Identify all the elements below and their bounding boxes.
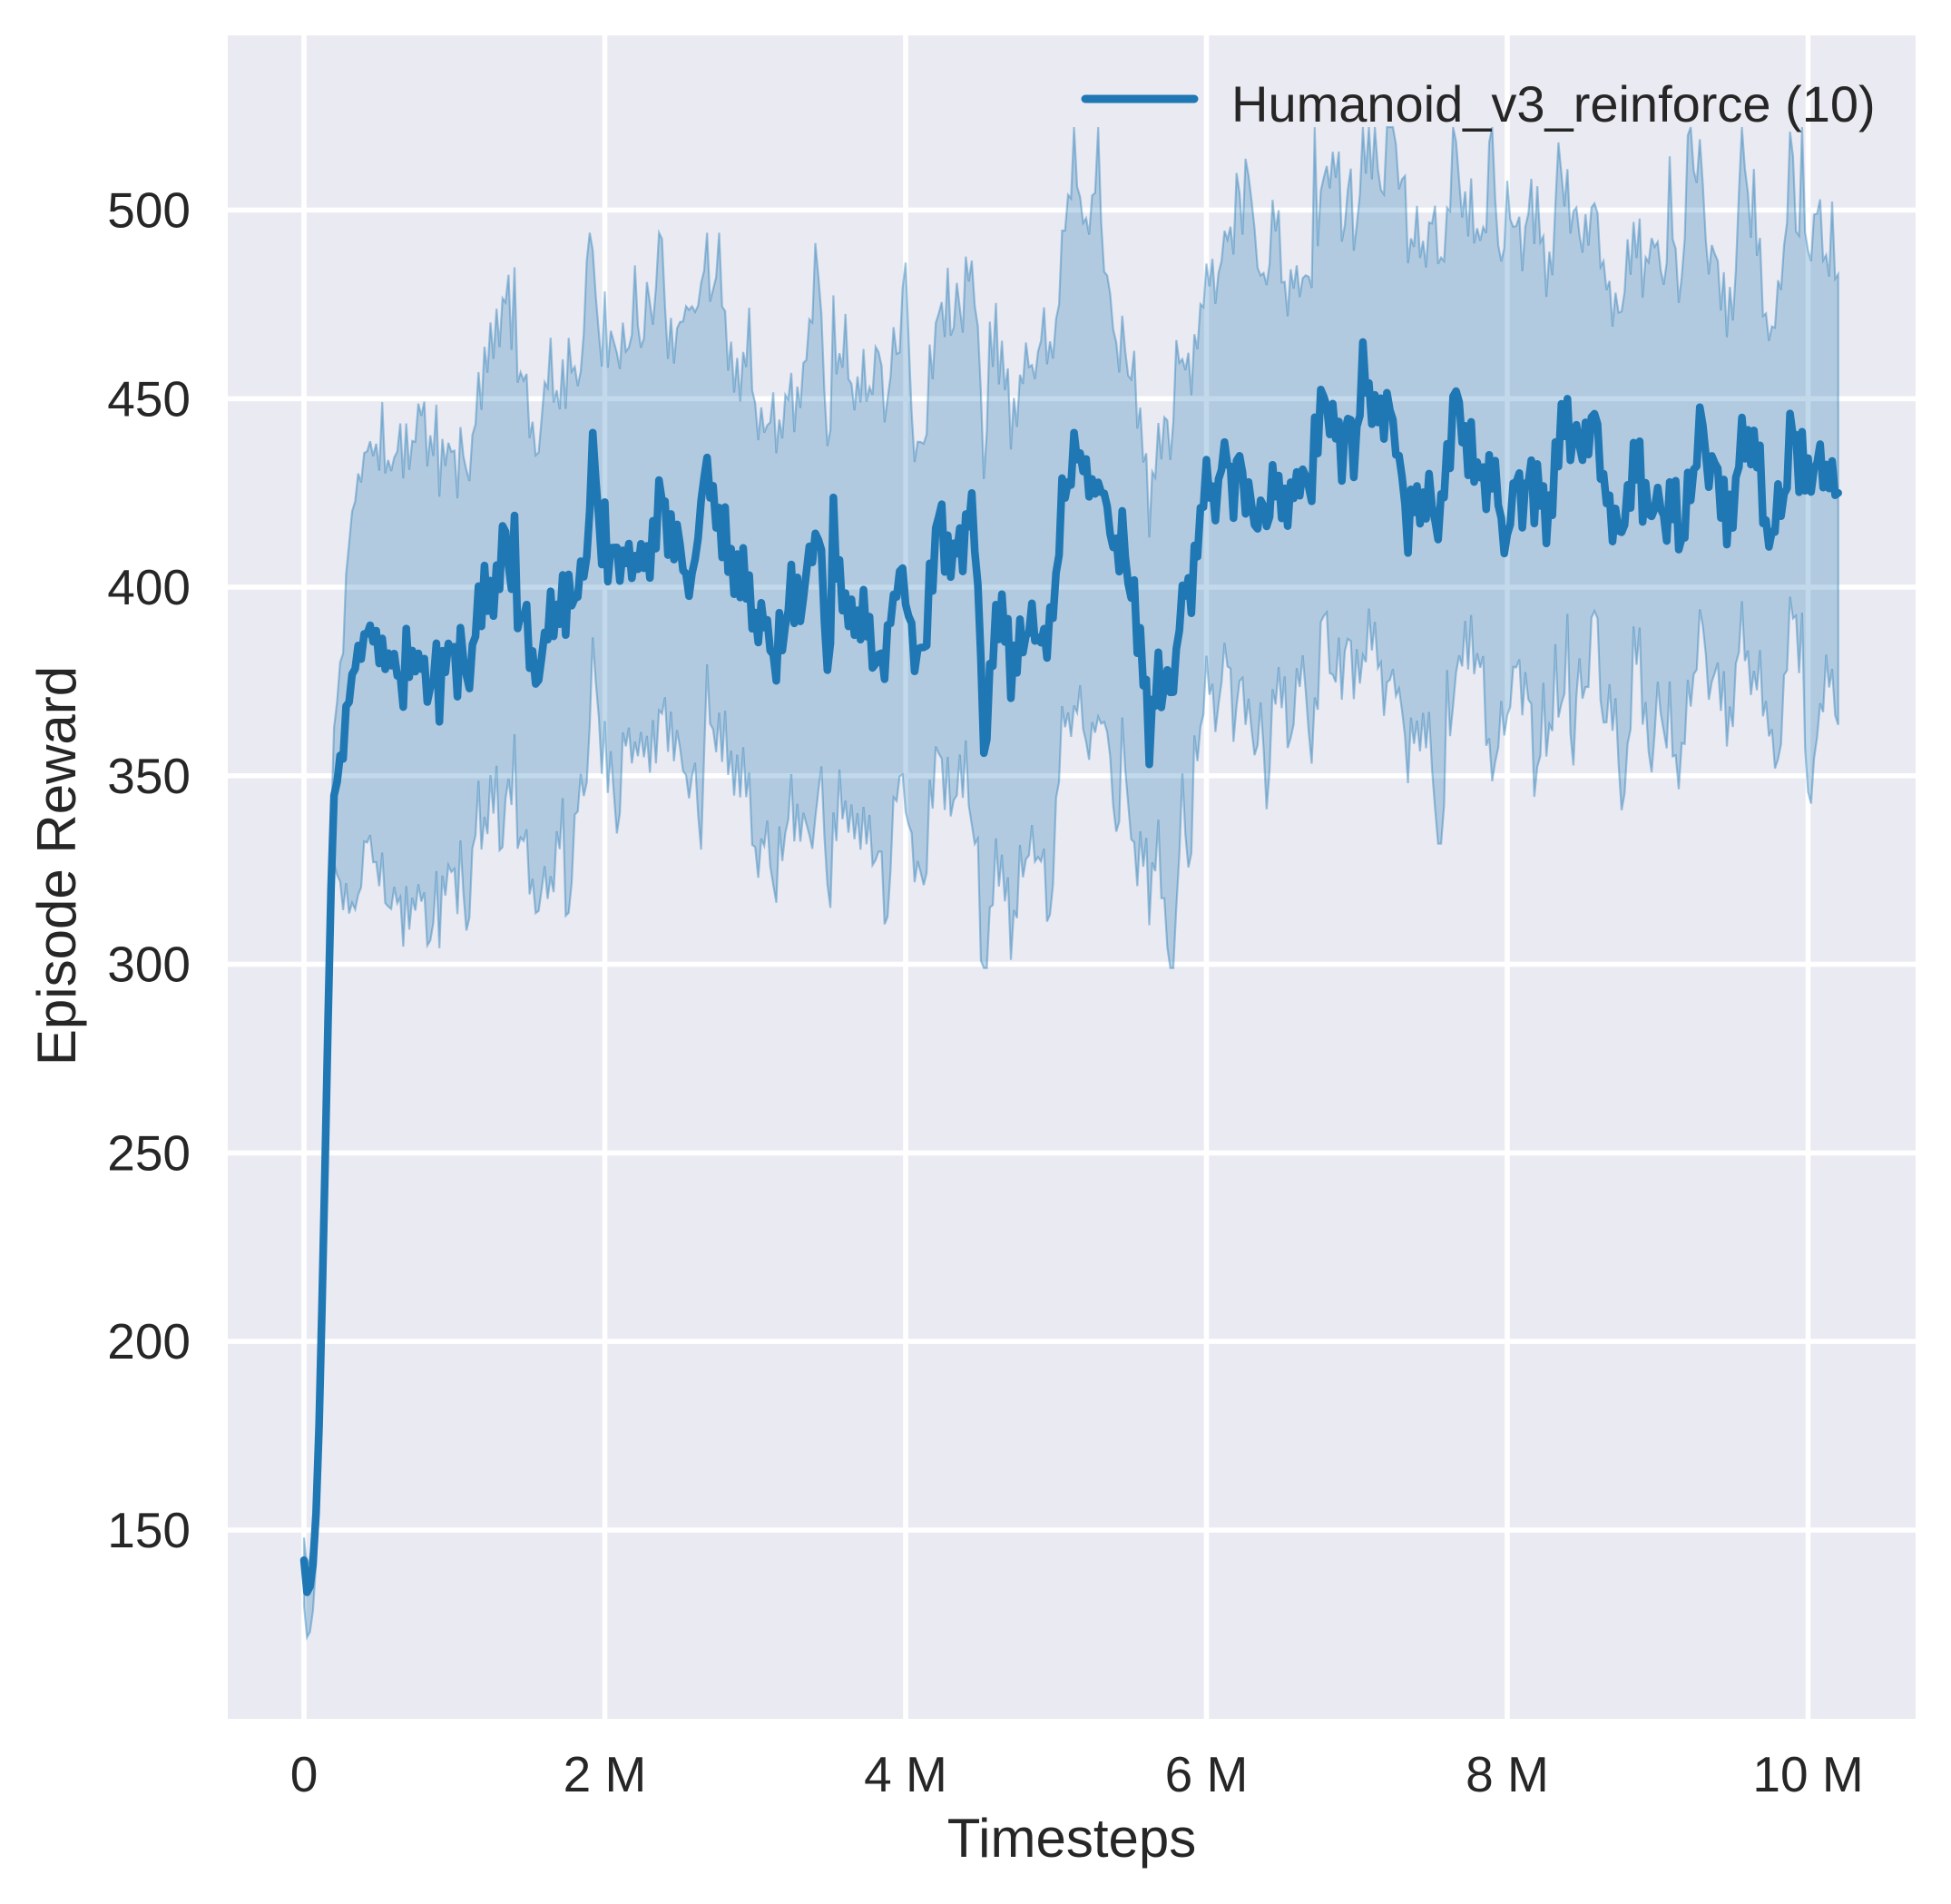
svg-text:Episode Reward: Episode Reward — [26, 666, 87, 1065]
svg-text:6 M: 6 M — [1165, 1746, 1249, 1802]
svg-text:10 M: 10 M — [1752, 1746, 1863, 1802]
svg-text:Humanoid_v3_reinforce (10): Humanoid_v3_reinforce (10) — [1231, 75, 1876, 132]
svg-text:8 M: 8 M — [1466, 1746, 1549, 1802]
svg-text:0: 0 — [290, 1746, 319, 1802]
svg-text:450: 450 — [107, 370, 191, 427]
svg-text:300: 300 — [107, 937, 191, 993]
svg-text:350: 350 — [107, 748, 191, 804]
svg-text:150: 150 — [107, 1502, 191, 1558]
svg-text:400: 400 — [107, 559, 191, 615]
svg-text:4 M: 4 M — [864, 1746, 947, 1802]
svg-text:500: 500 — [107, 182, 191, 239]
svg-text:200: 200 — [107, 1313, 191, 1369]
svg-text:Timesteps: Timesteps — [947, 1808, 1197, 1869]
svg-text:250: 250 — [107, 1124, 191, 1181]
svg-text:2 M: 2 M — [564, 1746, 647, 1802]
